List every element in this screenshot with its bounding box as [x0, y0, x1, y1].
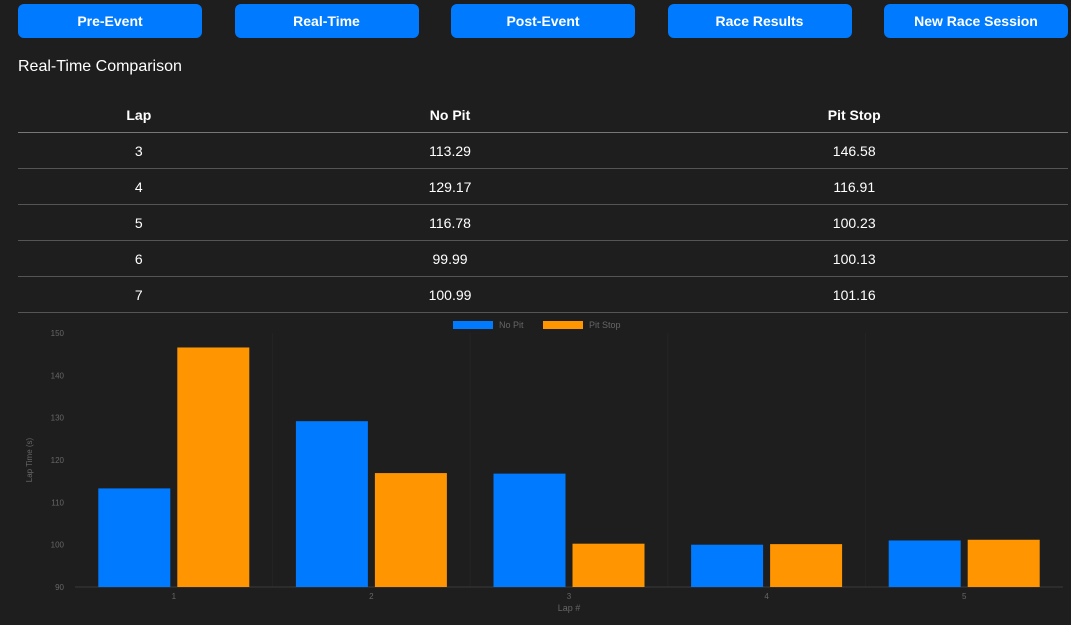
header-lap: Lap: [18, 97, 260, 133]
cell-lap: 3: [18, 132, 260, 169]
y-axis-label: Lap Time (s): [25, 437, 34, 482]
x-axis-label: Lap #: [558, 603, 581, 613]
y-tick-label: 120: [51, 456, 65, 465]
legend-label: No Pit: [499, 320, 524, 330]
post-event-button[interactable]: Post-Event: [451, 4, 635, 38]
cell-no-pit: 113.29: [259, 132, 641, 169]
cell-no-pit: 99.99: [259, 240, 641, 277]
legend-swatch-no-pit: [453, 321, 493, 329]
cell-no-pit: 129.17: [259, 168, 641, 205]
legend-swatch-pit-stop: [543, 321, 583, 329]
real-time-button[interactable]: Real-Time: [234, 4, 419, 38]
header-pit-stop: Pit Stop: [640, 97, 1068, 133]
bar-pit-stop: [770, 544, 843, 587]
bar-no-pit: [98, 488, 171, 587]
table-row: 6 99.99 100.13: [18, 240, 1068, 277]
cell-pit-stop: 100.23: [640, 204, 1068, 241]
bar-pit-stop: [374, 473, 447, 587]
header-no-pit: No Pit: [259, 97, 641, 133]
cell-pit-stop: 116.91: [640, 168, 1068, 205]
table-row: 5 116.78 100.23: [18, 204, 1068, 241]
x-tick-label: 1: [172, 592, 177, 601]
y-tick-label: 140: [51, 371, 65, 380]
cell-pit-stop: 101.16: [640, 276, 1068, 313]
cell-lap: 4: [18, 168, 260, 205]
y-tick-label: 150: [51, 329, 65, 338]
x-tick-label: 5: [962, 592, 967, 601]
x-tick-label: 2: [369, 592, 374, 601]
pre-event-button[interactable]: Pre-Event: [18, 4, 202, 38]
legend-label: Pit Stop: [589, 320, 621, 330]
table-row: 7 100.99 101.16: [18, 276, 1068, 313]
comparison-table: Lap No Pit Pit Stop 3 113.29 146.58 4 12…: [18, 97, 1068, 313]
table-row: 4 129.17 116.91: [18, 168, 1068, 205]
cell-lap: 5: [18, 204, 260, 241]
bar-pit-stop: [177, 347, 250, 587]
lap-time-bar-chart: 90 100 110 120 130 140 150 Lap Time (s) 1 2 3 4 5 Lap…: [25, 320, 1063, 613]
lap-time-chart: 90 100 110 120 130 140 150 Lap Time (s) 1 2 3 4 5 Lap…: [0, 310, 1071, 620]
bar-no-pit: [295, 421, 368, 587]
y-tick-label: 110: [51, 498, 64, 507]
bar-pit-stop: [572, 543, 645, 587]
bar-no-pit: [888, 540, 961, 587]
race-results-button[interactable]: Race Results: [667, 4, 852, 38]
x-tick-label: 4: [764, 592, 769, 601]
y-tick-label: 130: [51, 414, 65, 423]
cell-lap: 7: [18, 276, 260, 313]
y-tick-label: 100: [51, 541, 65, 550]
bar-pit-stop: [967, 539, 1040, 587]
cell-lap: 6: [18, 240, 260, 277]
bar-no-pit: [493, 473, 566, 587]
new-race-session-button[interactable]: New Race Session: [884, 4, 1068, 38]
cell-no-pit: 116.78: [259, 204, 641, 241]
top-nav: Pre-Event Real-Time Post-Event Race Resu…: [18, 4, 1068, 38]
y-tick-label: 90: [55, 583, 64, 592]
page-title: Real-Time Comparison: [18, 58, 182, 75]
x-tick-label: 3: [567, 592, 572, 601]
table-row: 3 113.29 146.58: [18, 132, 1068, 169]
table-header-row: Lap No Pit Pit Stop: [18, 97, 1068, 133]
cell-pit-stop: 146.58: [640, 132, 1068, 169]
bar-no-pit: [691, 544, 764, 587]
cell-no-pit: 100.99: [259, 276, 641, 313]
cell-pit-stop: 100.13: [640, 240, 1068, 277]
